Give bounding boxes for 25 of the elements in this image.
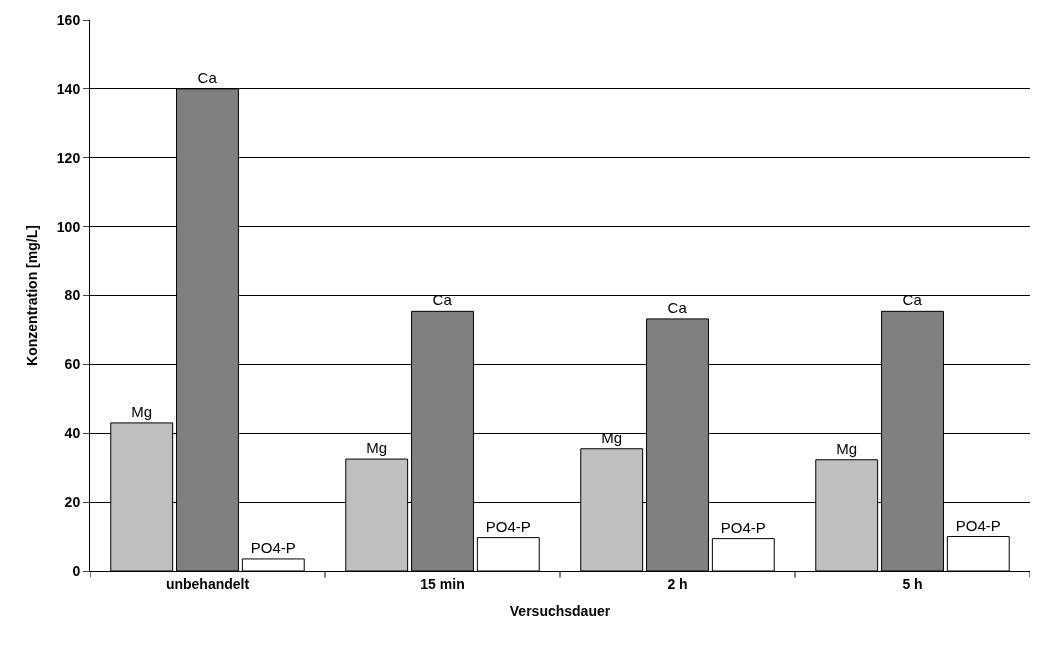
y-tick-label: 120 xyxy=(56,149,81,166)
series-label: Mg xyxy=(131,402,153,420)
text: PO4-P xyxy=(485,517,531,535)
y-tick-label: 40 xyxy=(64,425,81,442)
text: Mg xyxy=(836,439,858,457)
x-tick-label: 2 h xyxy=(667,575,688,592)
y-tick-label: 100 xyxy=(56,218,81,235)
x-tick-label: unbehandelt xyxy=(165,575,250,592)
series-label: PO4-P xyxy=(250,538,296,556)
x-axis-title: Versuchsdauer xyxy=(509,603,611,620)
series-label: Ca xyxy=(197,68,218,86)
y-tick-label: 0 xyxy=(72,562,81,579)
text: Mg xyxy=(366,439,388,457)
y-tick-label: 140 xyxy=(56,80,81,97)
y-tick-label: 20 xyxy=(64,494,81,511)
text: PO4-P xyxy=(955,516,1001,534)
text: Mg xyxy=(601,428,623,446)
x-tick-label: 5 h xyxy=(902,575,923,592)
y-tick-label: 160 xyxy=(56,11,81,28)
text: PO4-P xyxy=(720,518,766,536)
text: Ca xyxy=(667,298,687,316)
x-tick-label: 15 min xyxy=(420,575,465,592)
y-tick-label: 80 xyxy=(64,287,81,304)
y-tick-label: 60 xyxy=(64,356,81,373)
y-axis-title: Konzentration [mg/L] xyxy=(24,225,41,366)
